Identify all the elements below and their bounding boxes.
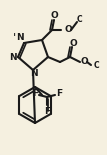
Text: F: F (44, 106, 50, 115)
Text: C: C (93, 60, 99, 69)
Text: O: O (69, 38, 77, 47)
Text: N: N (30, 69, 38, 78)
Text: N: N (16, 33, 24, 42)
Text: C: C (76, 15, 82, 24)
Text: F: F (32, 89, 38, 97)
Text: O: O (80, 58, 88, 66)
Text: N: N (9, 53, 17, 62)
Text: O: O (50, 11, 58, 20)
Text: ': ' (13, 33, 17, 46)
Text: O: O (64, 24, 72, 33)
Text: F: F (56, 89, 62, 97)
